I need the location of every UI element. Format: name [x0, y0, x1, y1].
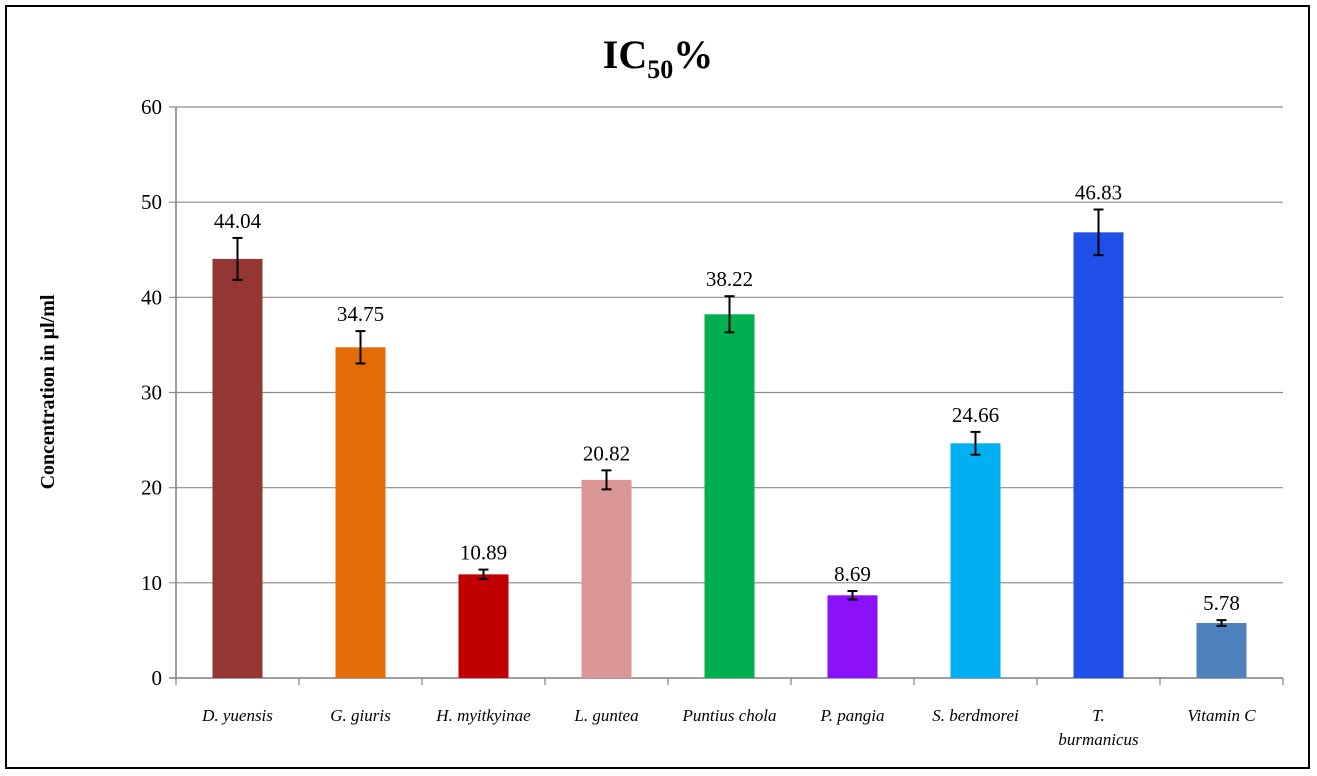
chart-title-subscript: 50 [647, 55, 673, 84]
y-tick-label: 40 [141, 285, 162, 309]
y-tick-label: 30 [141, 381, 162, 405]
chart-title-main: IC [603, 32, 647, 77]
x-tick-label: H. myitkyinae [435, 706, 531, 725]
y-tick-label: 10 [141, 571, 162, 595]
x-tick-label: P. pangia [820, 706, 885, 725]
y-tick-label: 0 [152, 666, 163, 690]
bar [950, 443, 1001, 678]
data-label: 10.89 [460, 541, 507, 565]
bar [458, 574, 509, 678]
x-tick-label: D. yuensis [201, 706, 273, 725]
data-label: 46.83 [1075, 180, 1122, 204]
data-label: 38.22 [706, 267, 753, 291]
bar [1073, 232, 1124, 678]
x-tick-label: Puntius chola [682, 706, 777, 725]
x-tick-label: T. burmanicus [1058, 706, 1139, 749]
y-tick-labels: 0 10 20 30 40 50 60 [141, 95, 162, 690]
data-label: 20.82 [583, 441, 630, 465]
data-label: 5.78 [1203, 591, 1240, 615]
bar [335, 347, 386, 678]
bar [581, 479, 632, 678]
x-tick-label: S. berdmorei [932, 706, 1019, 725]
bar [827, 595, 878, 678]
bars [212, 232, 1247, 678]
y-tick-label: 20 [141, 476, 162, 500]
y-tick-label: 60 [141, 95, 162, 119]
bar [212, 258, 263, 678]
data-label: 24.66 [952, 403, 999, 427]
data-labels: 44.04 34.75 10.89 20.82 38.22 8.69 24.66 46.83 5… [214, 180, 1240, 615]
x-tick-label: G. giuris [330, 706, 391, 725]
error-bars [232, 208, 1227, 627]
x-tick-label: L. guntea [573, 706, 638, 725]
chart-title-suffix: % [673, 32, 713, 77]
chart-title: IC50% [603, 32, 713, 84]
data-label: 34.75 [337, 302, 384, 326]
x-tick-labels: D. yuensis G. giuris H. myitkyinae L. gunte… [201, 706, 1256, 749]
y-axis-label: Concentration in µl/ml [37, 294, 59, 489]
bar [704, 314, 755, 678]
x-tick-label: Vitamin C [1187, 706, 1256, 725]
bar [1196, 622, 1247, 678]
data-label: 8.69 [834, 562, 871, 586]
data-label: 44.04 [214, 209, 262, 233]
y-tick-label: 50 [141, 190, 162, 214]
